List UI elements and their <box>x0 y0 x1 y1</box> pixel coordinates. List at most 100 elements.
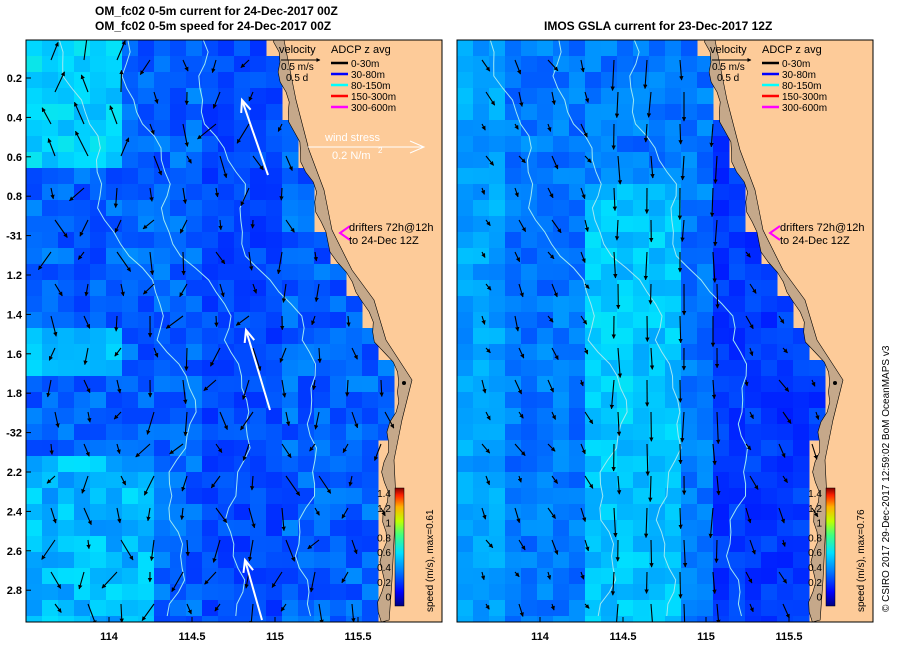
speed-cell <box>761 328 778 345</box>
speed-cell <box>537 392 554 409</box>
speed-cell <box>42 616 59 633</box>
speed-cell <box>761 280 778 297</box>
speed-cell <box>122 584 139 601</box>
speed-cell <box>138 312 155 329</box>
speed-cell <box>473 488 490 505</box>
speed-cell <box>314 488 331 505</box>
speed-cell <box>601 536 618 553</box>
speed-cell <box>489 392 506 409</box>
speed-cell <box>457 472 474 489</box>
speed-cell <box>218 184 235 201</box>
speed-cell <box>314 280 331 297</box>
speed-cell <box>473 184 490 201</box>
speed-cell <box>521 376 538 393</box>
speed-cell <box>154 392 171 409</box>
speed-cell <box>154 424 171 441</box>
speed-cell <box>218 616 235 633</box>
speed-cell <box>90 328 107 345</box>
speed-cell <box>697 200 714 217</box>
speed-cell <box>234 72 251 89</box>
speed-cell <box>617 296 634 313</box>
colorbar-tick-label: 1.4 <box>377 489 391 500</box>
speed-cell <box>266 376 283 393</box>
speed-cell <box>250 440 267 457</box>
speed-cell <box>330 440 347 457</box>
speed-cell <box>489 328 506 345</box>
speed-cell <box>681 536 698 553</box>
speed-cell <box>521 536 538 553</box>
speed-cell <box>234 264 251 281</box>
speed-cell <box>218 408 235 425</box>
speed-cell <box>617 392 634 409</box>
speed-cell <box>106 328 123 345</box>
speed-cell <box>569 200 586 217</box>
speed-cell <box>362 472 379 489</box>
speed-cell <box>90 504 107 521</box>
speed-cell <box>122 216 139 233</box>
speed-cell <box>170 552 187 569</box>
speed-cell <box>553 152 570 169</box>
speed-cell <box>202 248 219 265</box>
left-adcp-label-3: 150-300m <box>351 92 396 103</box>
speed-cell <box>282 168 299 185</box>
x-tick-label: 115.5 <box>345 631 372 643</box>
speed-cell <box>505 616 522 633</box>
speed-cell <box>681 200 698 217</box>
speed-cell <box>74 360 91 377</box>
velocity-arrow <box>680 572 681 598</box>
velocity-arrow <box>717 284 718 308</box>
speed-cell <box>42 488 59 505</box>
speed-cell <box>26 616 43 633</box>
speed-cell <box>138 216 155 233</box>
speed-cell <box>521 264 538 281</box>
speed-cell <box>505 552 522 569</box>
speed-cell <box>106 120 123 137</box>
speed-cell <box>154 584 171 601</box>
speed-cell <box>633 168 650 185</box>
speed-cell <box>681 136 698 153</box>
speed-cell <box>457 424 474 441</box>
speed-cell <box>106 568 123 585</box>
speed-cell <box>649 312 666 329</box>
speed-cell <box>489 280 506 297</box>
speed-cell <box>154 232 171 249</box>
speed-cell <box>90 248 107 265</box>
speed-cell <box>74 456 91 473</box>
speed-cell <box>234 56 251 73</box>
speed-cell <box>154 456 171 473</box>
speed-cell <box>601 168 618 185</box>
speed-cell <box>793 488 810 505</box>
speed-cell <box>122 280 139 297</box>
speed-cell <box>489 472 506 489</box>
speed-cell <box>745 264 762 281</box>
speed-cell <box>617 344 634 361</box>
speed-cell <box>218 72 235 89</box>
speed-cell <box>601 120 618 137</box>
speed-cell <box>138 168 155 185</box>
speed-cell <box>170 56 187 73</box>
speed-cell <box>330 392 347 409</box>
speed-cell <box>90 408 107 425</box>
speed-cell <box>122 376 139 393</box>
speed-cell <box>282 424 299 441</box>
speed-cell <box>74 40 91 57</box>
speed-cell <box>793 472 810 489</box>
speed-cell <box>601 56 618 73</box>
speed-cell <box>106 280 123 297</box>
speed-cell <box>314 504 331 521</box>
speed-cell <box>122 504 139 521</box>
speed-cell <box>314 456 331 473</box>
speed-cell <box>585 456 602 473</box>
speed-cell <box>186 456 203 473</box>
speed-cell <box>713 568 730 585</box>
speed-cell <box>26 152 43 169</box>
speed-cell <box>42 568 59 585</box>
speed-cell <box>154 536 171 553</box>
speed-cell <box>473 504 490 521</box>
speed-cell <box>122 72 139 89</box>
speed-cell <box>26 392 43 409</box>
speed-cell <box>330 600 347 617</box>
speed-cell <box>362 600 379 617</box>
speed-cell <box>58 616 75 633</box>
